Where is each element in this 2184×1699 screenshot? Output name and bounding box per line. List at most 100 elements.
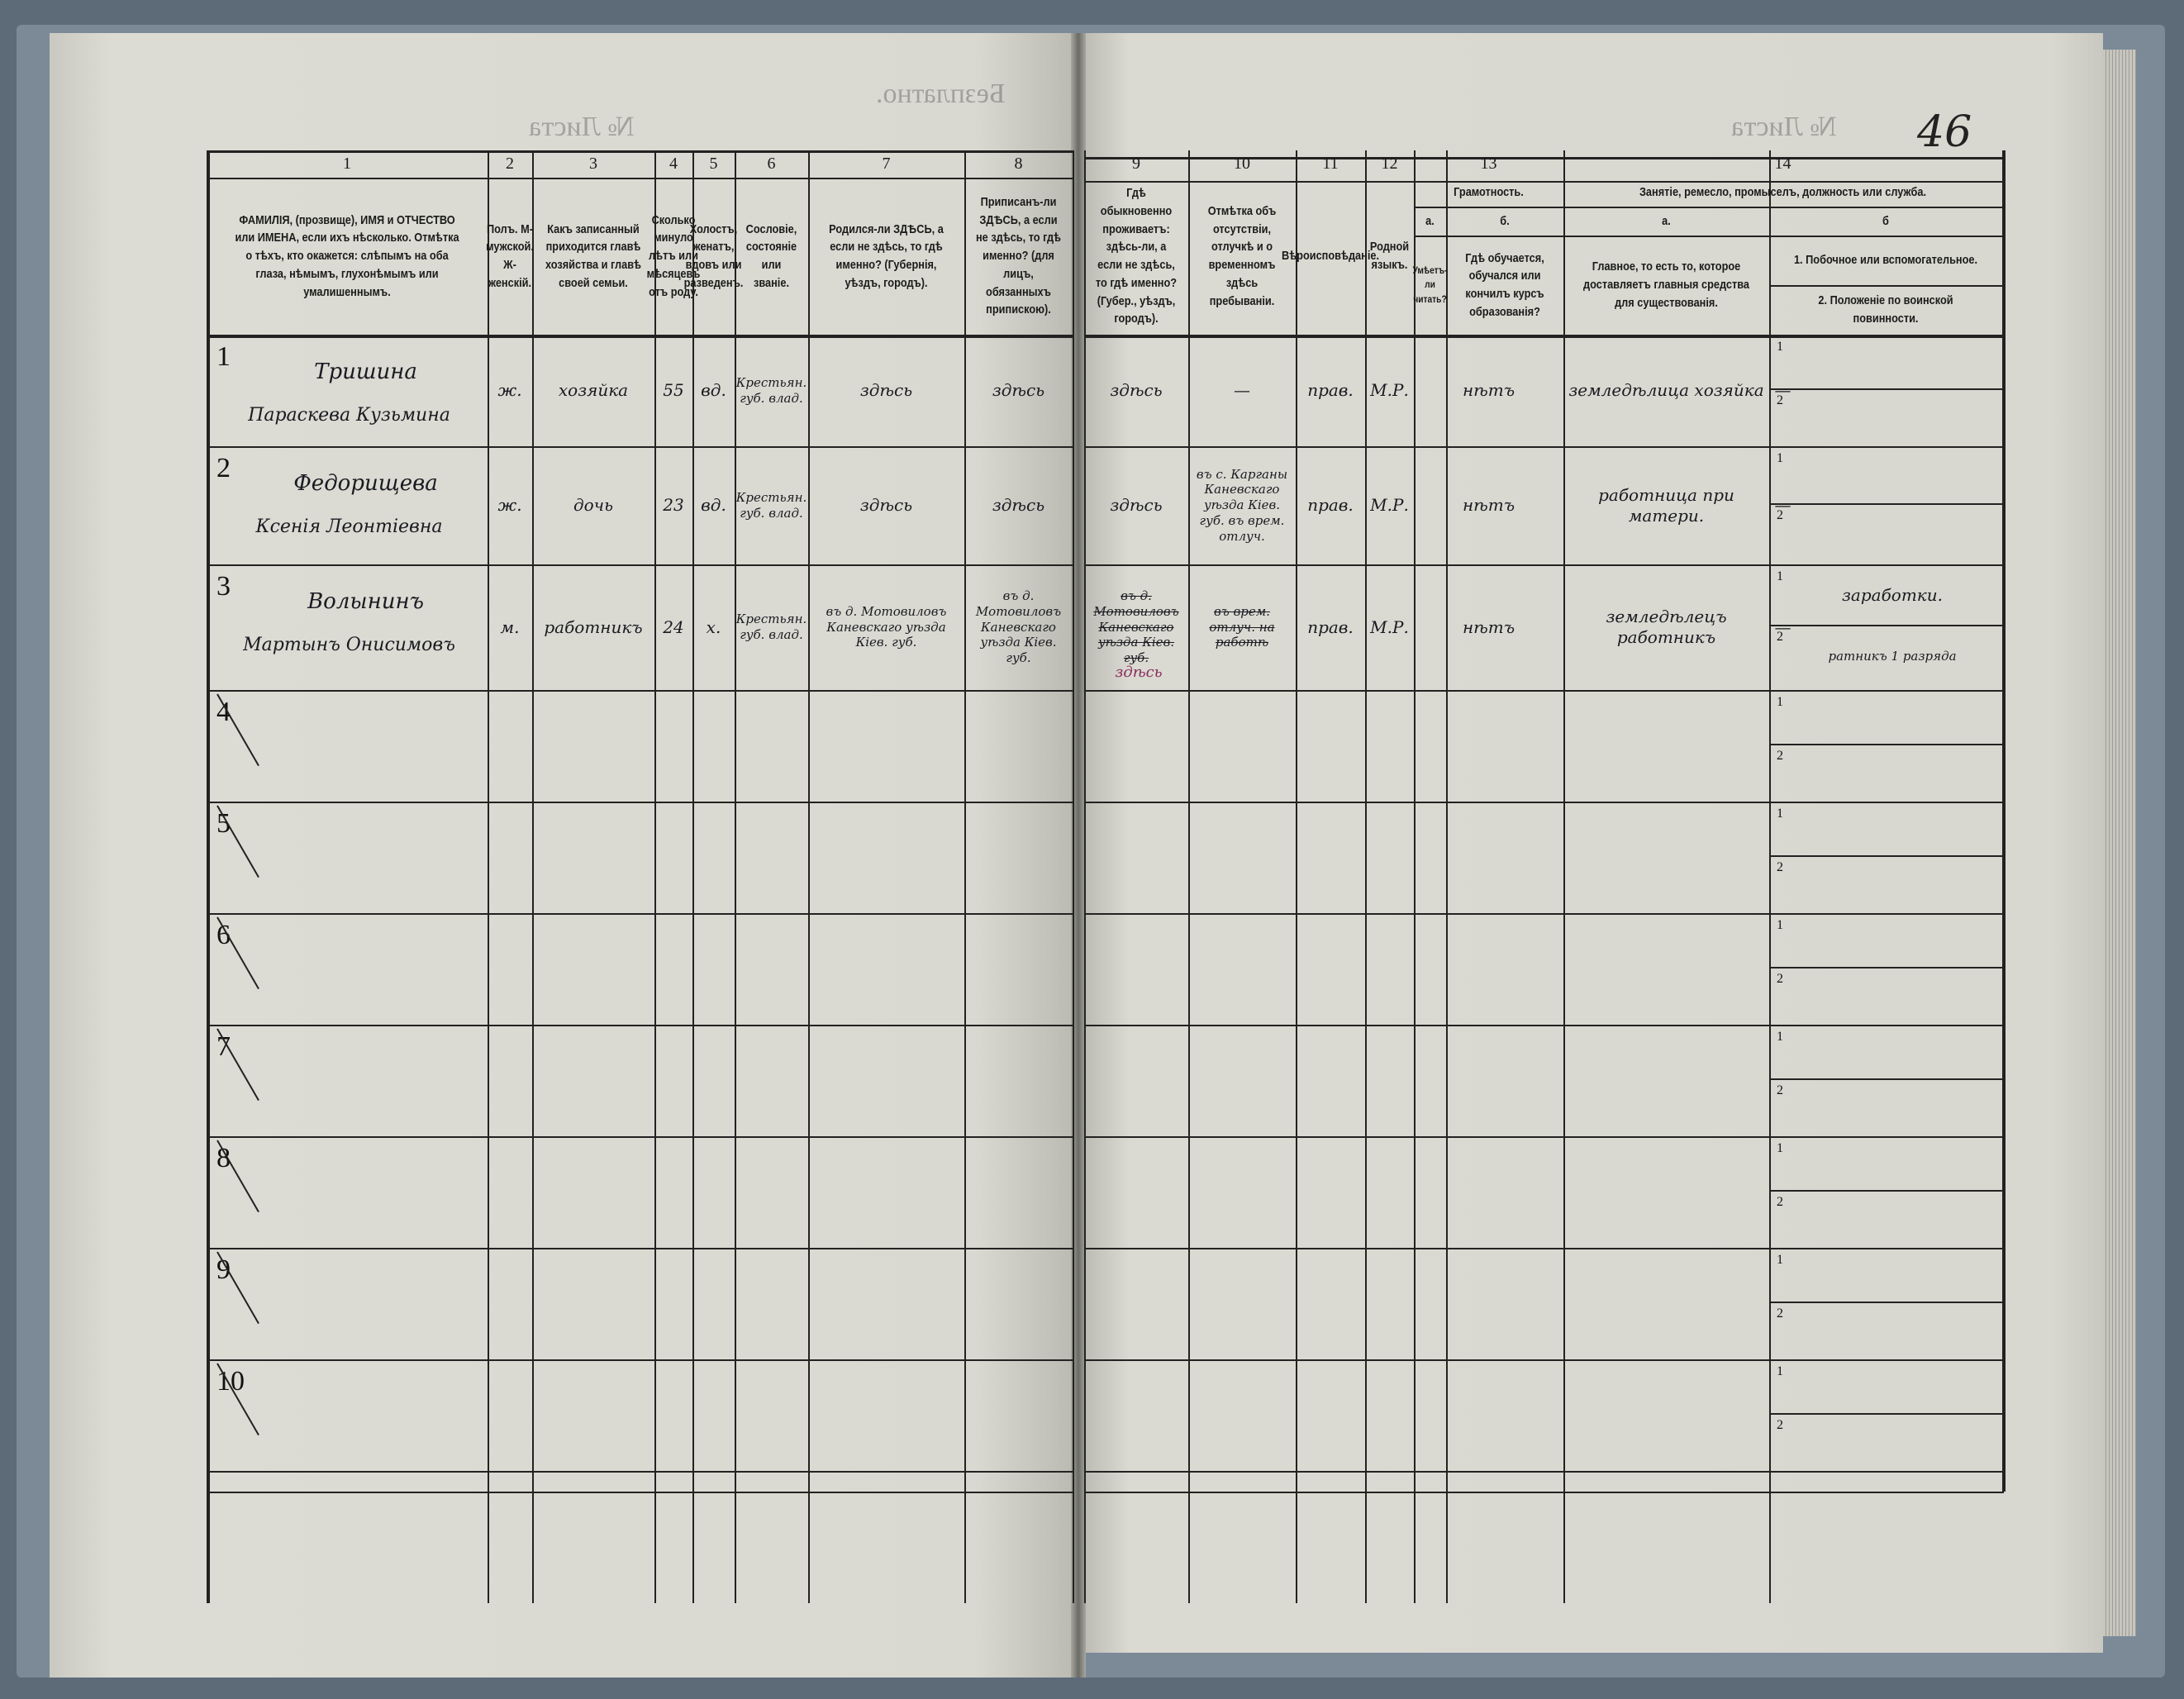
sub-line-label: 1 xyxy=(1777,1364,1783,1378)
column-header-10: Отмѣтка объ отсутствіи, отлучкѣ и о врем… xyxy=(1207,203,1277,308)
column-divider xyxy=(2002,150,2006,1492)
column-number-1: 1 xyxy=(343,155,351,173)
column-divider xyxy=(532,150,534,1603)
sub-letter-divider xyxy=(1414,236,2002,237)
cell-marital: х. xyxy=(706,616,721,637)
column-header-14a: Главное, то есть то, которое доставляетъ… xyxy=(1583,259,1749,310)
cell-reads: нѣтъ xyxy=(1462,380,1515,400)
page-number: 46 xyxy=(1917,107,1972,157)
sheet-label-left: № Листа xyxy=(529,112,635,142)
sub-line-label: 2 xyxy=(1777,1195,1783,1209)
row-divider xyxy=(207,913,1073,915)
row-divider xyxy=(207,690,1073,692)
column-number-7: 7 xyxy=(882,155,891,173)
cell-absence: — xyxy=(1234,380,1250,400)
table-top-border-left xyxy=(207,150,1073,153)
cell-relation: работникъ xyxy=(544,616,643,637)
occupation-side xyxy=(1785,338,2000,387)
column-header-3: Какъ записанный приходится главѣ хозяйст… xyxy=(545,221,641,290)
row-divider xyxy=(1084,1248,2004,1249)
cell-religion: прав. xyxy=(1307,616,1354,637)
occupation-side: заработки. xyxy=(1842,585,1943,605)
column-divider xyxy=(1563,150,1565,1603)
column-number-8: 8 xyxy=(1014,155,1023,173)
column-header-1: ФАМИЛІЯ, (прозвище), ИМЯ и ОТЧЕСТВО или … xyxy=(235,212,459,299)
column-header-14b-2: 2. Положеніе по воинской повинности. xyxy=(1818,293,1953,326)
row-divider xyxy=(207,446,1073,448)
column-header-9: Гдѣ обыкновенно проживаетъ: здѣсь-ли, а … xyxy=(1095,186,1178,326)
cell-marital: вд. xyxy=(701,380,726,400)
column-divider xyxy=(207,150,210,1603)
cell-language: М.Р. xyxy=(1370,380,1409,400)
column-header-2: Полъ. М-мужской. Ж-женскій. xyxy=(486,221,534,290)
column-number-12: 12 xyxy=(1381,155,1398,173)
row-number: 9 xyxy=(216,1254,231,1285)
row-divider xyxy=(1084,564,2004,566)
column-header-8: Приписанъ-ли ЗДѢСЬ, а если не здѣсь, то … xyxy=(975,194,1062,317)
row-number: 1 xyxy=(216,341,231,372)
cell-estate: Крестьян. губ. влад. xyxy=(735,374,807,406)
sheet-label-right: № Листа xyxy=(1731,112,1837,142)
cell-born: въ д. Мотовиловъ Каневскаго уѣзда Кіев. … xyxy=(826,603,947,650)
row-divider xyxy=(1084,446,2004,448)
sub-line-label: 2 xyxy=(1777,860,1783,874)
cell-religion: прав. xyxy=(1307,495,1354,515)
right-page xyxy=(1078,33,2103,1653)
table-bottom-line xyxy=(1084,1492,2004,1493)
cell-relation: хозяйка xyxy=(558,380,629,400)
column-header-5: Холостъ, женатъ, вдовъ или разведенъ. xyxy=(683,221,744,290)
cell-estate: Крестьян. губ. влад. xyxy=(735,612,807,642)
row-divider xyxy=(207,1025,1073,1026)
row-number: 2 xyxy=(216,453,231,483)
row-number: 3 xyxy=(216,571,231,602)
column-number-5: 5 xyxy=(709,155,718,173)
sub-line-label: 1 xyxy=(1777,1030,1783,1044)
given-name-patronymic: Ксенія Леонтіевна xyxy=(255,516,443,537)
row-14b-divider xyxy=(1769,967,2002,968)
column-divider xyxy=(1365,150,1367,1603)
military-status: ратникъ 1 разряда xyxy=(1828,649,1957,664)
cell-registered: здѣсь xyxy=(992,495,1045,515)
row-14b-divider xyxy=(1769,1413,2002,1415)
given-name-patronymic: Параскева Кузьмина xyxy=(248,404,450,426)
row-14b-divider xyxy=(1769,503,2002,505)
row-number: 5 xyxy=(216,808,231,839)
row-14b-divider xyxy=(1769,388,2002,390)
occupation-main: работница при матери. xyxy=(1598,484,1734,526)
subheader-14b-divider xyxy=(1769,285,2002,287)
column-header-7: Родился-ли ЗДѢСЬ, а если не здѣсь, то гд… xyxy=(829,221,944,290)
column-header-14-group: Занятіе, ремесло, промыселъ, должность и… xyxy=(1639,184,1927,199)
column-divider xyxy=(488,150,489,1603)
given-name-patronymic: Мартынъ Онисимовъ xyxy=(243,634,455,655)
sub-line-label: 2 xyxy=(1777,1418,1783,1432)
sub-line-label: 2 xyxy=(1777,972,1783,986)
sub-line-label: 1 xyxy=(1777,451,1783,465)
column-divider xyxy=(1188,150,1190,1603)
column-divider xyxy=(1769,150,1771,1603)
sub-line-label: 1 xyxy=(1777,807,1783,821)
column-number-3: 3 xyxy=(589,155,597,173)
cell-school: — xyxy=(1774,616,1791,637)
column-divider xyxy=(735,150,736,1603)
cell-school: — xyxy=(1774,380,1791,400)
column-number-10: 10 xyxy=(1234,155,1250,173)
sub-line-label: 2 xyxy=(1777,508,1783,522)
column-header-6: Сословіе, состояніе или званіе. xyxy=(745,221,797,290)
table-top-border-right xyxy=(1084,157,2004,159)
row-divider xyxy=(207,1471,1073,1473)
column-header-13a-letter: а. xyxy=(1425,213,1435,228)
cell-sex: ж. xyxy=(497,380,522,400)
number-row-divider xyxy=(207,178,1073,179)
row-divider xyxy=(1084,913,2004,915)
column-divider xyxy=(808,150,810,1603)
column-number-14: 14 xyxy=(1774,155,1791,173)
occupation-main: земледѣлица хозяйка xyxy=(1568,380,1764,400)
row-divider xyxy=(207,564,1073,566)
cell-registered: здѣсь xyxy=(992,380,1045,400)
column-header-13a: Умѣетъ-ли читать? xyxy=(1412,264,1448,305)
cell-born: здѣсь xyxy=(859,380,913,400)
row-14b-divider xyxy=(1769,855,2002,857)
column-header-14b-1: 1. Побочное или вспомогательное. xyxy=(1793,253,1978,268)
row-number: 8 xyxy=(216,1143,231,1173)
sub-line-label: 2 xyxy=(1777,630,1783,644)
